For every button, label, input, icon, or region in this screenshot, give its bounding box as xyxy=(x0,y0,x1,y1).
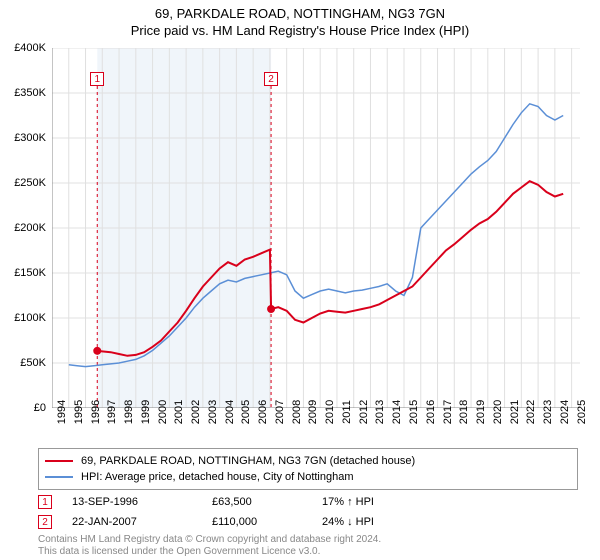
transaction-hpi: 24% ↓ HPI xyxy=(322,516,442,528)
x-tick-label: 1999 xyxy=(140,400,152,424)
x-tick-label: 2011 xyxy=(341,400,353,424)
x-tick-label: 2012 xyxy=(358,400,370,424)
attribution-line2: This data is licensed under the Open Gov… xyxy=(38,546,381,558)
y-tick-label: £250K xyxy=(14,177,46,189)
x-tick-label: 2024 xyxy=(559,400,571,424)
legend-swatch xyxy=(45,460,73,463)
x-tick-label: 1995 xyxy=(73,400,85,424)
x-tick-label: 2020 xyxy=(492,400,504,424)
transaction-row: 2 22-JAN-2007£110,00024% ↓ HPI xyxy=(38,512,578,532)
transaction-hpi: 17% ↑ HPI xyxy=(322,496,442,508)
legend-label: HPI: Average price, detached house, City… xyxy=(81,471,354,483)
x-tick-label: 2001 xyxy=(173,400,185,424)
x-tick-label: 2000 xyxy=(157,400,169,424)
x-tick-label: 1998 xyxy=(123,400,135,424)
x-tick-label: 2025 xyxy=(576,400,588,424)
attribution: Contains HM Land Registry data © Crown c… xyxy=(38,534,381,558)
x-tick-label: 2023 xyxy=(542,400,554,424)
legend-box: 69, PARKDALE ROAD, NOTTINGHAM, NG3 7GN (… xyxy=(38,448,578,490)
x-tick-label: 2017 xyxy=(442,400,454,424)
x-tick-label: 2007 xyxy=(274,400,286,424)
x-tick-label: 2016 xyxy=(425,400,437,424)
y-tick-label: £0 xyxy=(34,402,46,414)
y-tick-label: £350K xyxy=(14,87,46,99)
chart-area: 12 xyxy=(52,48,580,408)
transactions-list: 1 13-SEP-1996£63,50017% ↑ HPI 2 22-JAN-2007… xyxy=(38,492,578,532)
legend-swatch xyxy=(45,476,73,479)
title-sub: Price paid vs. HM Land Registry's House … xyxy=(0,23,600,38)
x-tick-label: 2019 xyxy=(475,400,487,424)
x-tick-label: 2003 xyxy=(207,400,219,424)
callout-marker: 1 xyxy=(90,72,104,86)
title-block: 69, PARKDALE ROAD, NOTTINGHAM, NG3 7GN P… xyxy=(0,0,600,38)
x-tick-label: 2005 xyxy=(240,400,252,424)
y-tick-label: £50K xyxy=(20,357,46,369)
x-tick-label: 2015 xyxy=(408,400,420,424)
transaction-price: £110,000 xyxy=(212,516,322,528)
transaction-marker: 2 xyxy=(38,515,52,529)
x-tick-label: 2013 xyxy=(374,400,386,424)
x-tick-label: 1994 xyxy=(56,400,68,424)
x-tick-label: 2008 xyxy=(291,400,303,424)
plot-svg xyxy=(52,48,580,408)
legend-item: 69, PARKDALE ROAD, NOTTINGHAM, NG3 7GN (… xyxy=(45,453,571,469)
transaction-row: 1 13-SEP-1996£63,50017% ↑ HPI xyxy=(38,492,578,512)
y-tick-label: £300K xyxy=(14,132,46,144)
legend-label: 69, PARKDALE ROAD, NOTTINGHAM, NG3 7GN (… xyxy=(81,455,415,467)
x-tick-label: 1996 xyxy=(90,400,102,424)
x-tick-label: 2002 xyxy=(190,400,202,424)
transaction-marker: 1 xyxy=(38,495,52,509)
attribution-line1: Contains HM Land Registry data © Crown c… xyxy=(38,534,381,546)
y-tick-label: £100K xyxy=(14,312,46,324)
x-tick-label: 1997 xyxy=(106,400,118,424)
x-tick-label: 2022 xyxy=(525,400,537,424)
transaction-date: 13-SEP-1996 xyxy=(72,496,212,508)
transaction-price: £63,500 xyxy=(212,496,322,508)
transaction-date: 22-JAN-2007 xyxy=(72,516,212,528)
x-tick-label: 2009 xyxy=(307,400,319,424)
x-tick-label: 2014 xyxy=(391,400,403,424)
y-axis: £0£50K£100K£150K£200K£250K£300K£350K£400… xyxy=(0,48,50,408)
y-tick-label: £150K xyxy=(14,267,46,279)
y-tick-label: £400K xyxy=(14,42,46,54)
x-tick-label: 2006 xyxy=(257,400,269,424)
title-main: 69, PARKDALE ROAD, NOTTINGHAM, NG3 7GN xyxy=(0,6,600,21)
y-tick-label: £200K xyxy=(14,222,46,234)
x-tick-label: 2021 xyxy=(509,400,521,424)
x-tick-label: 2010 xyxy=(324,400,336,424)
callout-marker: 2 xyxy=(264,72,278,86)
chart-container: 69, PARKDALE ROAD, NOTTINGHAM, NG3 7GN P… xyxy=(0,0,600,560)
x-axis: 1994199519961997199819992000200120022003… xyxy=(52,408,580,448)
legend-item: HPI: Average price, detached house, City… xyxy=(45,469,571,485)
x-tick-label: 2018 xyxy=(458,400,470,424)
x-tick-label: 2004 xyxy=(224,400,236,424)
